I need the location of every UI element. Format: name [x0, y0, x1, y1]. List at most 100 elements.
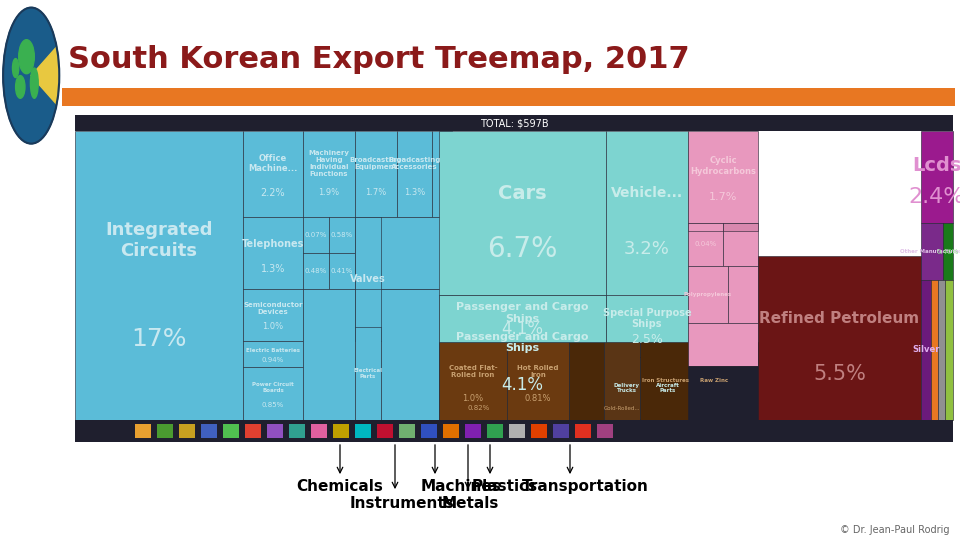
Bar	[355, 131, 397, 217]
Bar	[690, 342, 738, 420]
Bar	[355, 217, 452, 289]
Bar	[432, 131, 452, 217]
Text: Aircraft
Parts: Aircraft Parts	[656, 383, 680, 394]
Text: Gold-Rolled...: Gold-Rolled...	[604, 406, 640, 410]
Bar	[575, 424, 591, 438]
Bar	[606, 357, 647, 419]
Text: 6.7%: 6.7%	[488, 235, 558, 263]
Text: Cars: Cars	[498, 184, 547, 203]
Text: 1.3%: 1.3%	[404, 188, 425, 198]
Text: Silver: Silver	[912, 346, 940, 354]
Text: 1.7%: 1.7%	[708, 192, 737, 202]
Wedge shape	[31, 47, 60, 104]
Bar	[647, 357, 688, 419]
Bar	[606, 131, 688, 295]
Text: 1.0%: 1.0%	[463, 394, 484, 403]
Bar	[201, 424, 217, 438]
Bar	[604, 342, 640, 420]
Text: Valves: Valves	[350, 274, 386, 284]
Bar	[243, 341, 303, 367]
Bar	[289, 424, 305, 438]
Bar	[688, 323, 758, 366]
Bar	[243, 217, 303, 289]
Bar	[688, 266, 728, 323]
Bar	[75, 115, 953, 131]
Bar	[303, 253, 329, 289]
Bar	[267, 424, 283, 438]
Bar	[931, 280, 938, 420]
Bar	[355, 289, 452, 341]
Text: 0.85%: 0.85%	[262, 402, 284, 408]
Text: 17%: 17%	[132, 327, 187, 351]
Ellipse shape	[15, 76, 25, 98]
Text: © Dr. Jean-Paul Rodrig: © Dr. Jean-Paul Rodrig	[841, 525, 950, 535]
Bar	[75, 131, 243, 420]
Bar	[509, 424, 525, 438]
Text: Refined Petroleum: Refined Petroleum	[759, 311, 920, 326]
Bar	[381, 289, 452, 420]
Bar	[355, 217, 381, 341]
Bar	[487, 424, 503, 438]
Text: 2.2%: 2.2%	[261, 188, 285, 198]
Bar	[377, 424, 393, 438]
Bar	[245, 424, 261, 438]
Text: Instruments: Instruments	[349, 496, 454, 511]
Text: Semiconductor
Devices: Semiconductor Devices	[243, 302, 302, 315]
Text: 0.04%: 0.04%	[694, 241, 716, 247]
Bar	[723, 223, 758, 231]
Text: 0.07%: 0.07%	[305, 232, 327, 238]
Bar	[329, 217, 355, 253]
Bar	[640, 342, 690, 420]
Bar	[75, 420, 953, 442]
Text: Passenger and Cargo
Ships: Passenger and Cargo Ships	[456, 302, 588, 323]
Bar	[311, 424, 327, 438]
Text: Plastics: Plastics	[472, 479, 538, 494]
Text: Special Purpose
Ships: Special Purpose Ships	[603, 308, 691, 329]
Bar	[758, 256, 921, 420]
Bar	[606, 295, 688, 357]
Bar	[688, 223, 723, 266]
Bar	[938, 280, 945, 420]
Bar	[553, 424, 569, 438]
Text: Coated Flat-
Rolled Iron: Coated Flat- Rolled Iron	[448, 365, 497, 378]
Bar	[243, 131, 303, 217]
Text: Power Circuit
Boards: Power Circuit Boards	[252, 382, 294, 393]
Text: Electric Batteries: Electric Batteries	[246, 348, 300, 353]
Text: Other Manufactures.: Other Manufactures.	[900, 249, 960, 254]
Bar	[439, 342, 507, 420]
Bar	[157, 424, 173, 438]
Text: Polypropylenes: Polypropylenes	[684, 292, 732, 297]
Text: Passenger and Cargo
Ships: Passenger and Cargo Ships	[456, 332, 588, 353]
Text: 2.5%: 2.5%	[631, 333, 663, 346]
Text: Iron Structures: Iron Structures	[641, 379, 688, 383]
Bar	[723, 223, 758, 266]
Bar	[597, 424, 613, 438]
Text: Hot Rolled
Iron: Hot Rolled Iron	[517, 365, 559, 378]
Text: 5.5%: 5.5%	[813, 364, 866, 384]
Bar	[62, 88, 955, 106]
Text: Delivery
Trucks: Delivery Trucks	[613, 383, 639, 394]
Text: Lcds: Lcds	[912, 157, 960, 176]
Text: Raw Zinc: Raw Zinc	[700, 379, 728, 383]
Bar	[439, 131, 606, 295]
Bar	[945, 280, 953, 420]
Bar	[397, 131, 432, 217]
Text: Electrical
Parts: Electrical Parts	[353, 368, 383, 379]
Bar	[921, 223, 943, 280]
Bar	[399, 424, 415, 438]
Bar	[303, 289, 355, 420]
Bar	[303, 131, 355, 217]
Text: 0.48%: 0.48%	[305, 268, 327, 274]
Bar	[569, 342, 604, 420]
Bar	[355, 327, 381, 420]
Bar	[531, 424, 547, 438]
Text: 0.81%: 0.81%	[525, 394, 551, 403]
Bar	[355, 424, 371, 438]
Text: Telephones: Telephones	[242, 239, 304, 249]
Ellipse shape	[12, 59, 19, 77]
Bar	[738, 342, 768, 420]
Text: 0.94%: 0.94%	[262, 357, 284, 363]
Text: 1.9%: 1.9%	[319, 188, 340, 198]
Bar	[243, 367, 303, 420]
Bar	[135, 424, 151, 438]
